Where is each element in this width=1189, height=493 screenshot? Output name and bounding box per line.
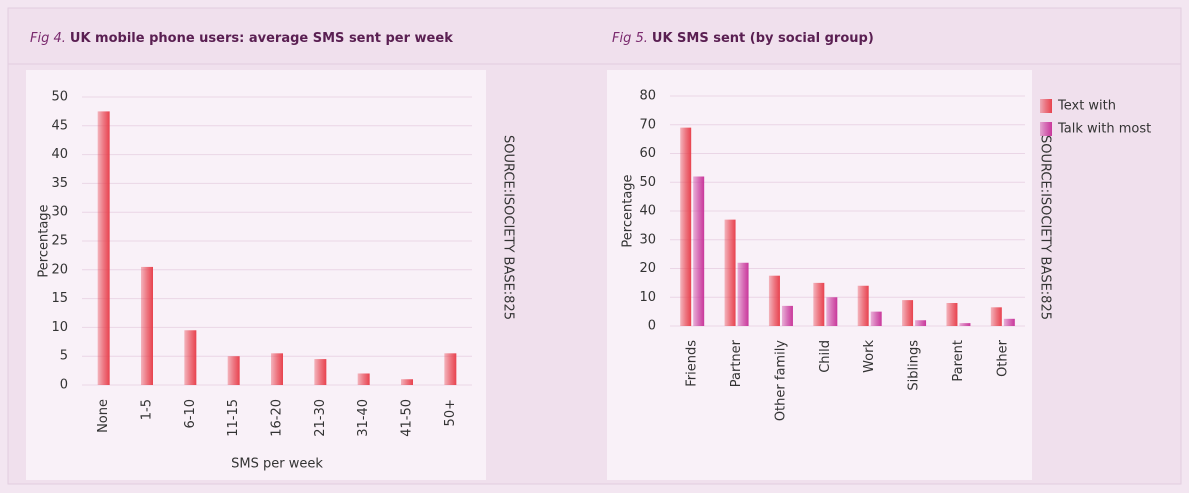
bar <box>357 373 370 385</box>
y-tick-label: 20 <box>51 262 68 277</box>
y-tick-label: 0 <box>648 319 656 334</box>
x-tick-label: Work <box>862 340 877 373</box>
x-tick-label: Other family <box>773 340 788 421</box>
panel <box>607 70 1032 480</box>
bar <box>401 379 413 385</box>
legend-label: Talk with most <box>1057 122 1151 137</box>
x-tick-label: 11-15 <box>226 399 241 437</box>
title-text: UK mobile phone users: average SMS sent … <box>70 31 453 46</box>
y-axis-label: Percentage <box>621 174 636 247</box>
figure-label: Fig 5. <box>612 31 648 46</box>
x-tick-label: Parent <box>951 340 966 382</box>
bar <box>141 266 153 385</box>
y-tick-label: 10 <box>51 320 68 335</box>
source-note: SOURCE:ISOCIETY BASE:825 <box>501 135 516 320</box>
bar <box>1003 318 1015 326</box>
bar <box>857 285 869 326</box>
x-tick-label: 31-40 <box>356 399 371 437</box>
bar <box>990 307 1002 326</box>
x-tick-label: Partner <box>729 339 744 387</box>
bar <box>227 356 240 385</box>
bar <box>693 176 705 326</box>
bar <box>826 297 838 326</box>
bar <box>946 303 958 326</box>
x-tick-label: Siblings <box>907 340 922 391</box>
bar <box>959 323 971 326</box>
y-tick-label: 45 <box>51 118 68 133</box>
y-tick-label: 20 <box>639 261 656 276</box>
bar <box>680 127 692 326</box>
x-tick-label: 50+ <box>443 399 458 426</box>
y-tick-label: 40 <box>639 204 656 219</box>
title-text: UK SMS sent (by social group) <box>652 31 874 46</box>
x-tick-label: Friends <box>685 340 700 387</box>
source-note: SOURCE:ISOCIETY BASE:825 <box>1038 135 1053 320</box>
bar <box>813 282 825 326</box>
bar <box>870 311 882 326</box>
bar <box>444 353 457 385</box>
bar <box>271 353 283 385</box>
x-tick-label: Other <box>995 339 1010 377</box>
x-tick-label: Child <box>818 340 833 373</box>
y-tick-label: 50 <box>639 175 656 190</box>
y-tick-label: 15 <box>51 291 68 306</box>
y-tick-label: 30 <box>51 205 68 220</box>
x-tick-label: 6-10 <box>183 399 198 429</box>
y-tick-label: 60 <box>639 146 656 161</box>
x-tick-label: 41-50 <box>400 399 415 437</box>
y-tick-label: 5 <box>60 349 68 364</box>
bar <box>902 300 914 326</box>
panel <box>26 70 486 480</box>
chart-title: Fig 4. UK mobile phone users: average SMS… <box>30 31 453 46</box>
y-tick-label: 80 <box>639 89 656 104</box>
chart-title: Fig 5. UK SMS sent (by social group) <box>612 31 874 46</box>
y-tick-label: 70 <box>639 117 656 132</box>
x-tick-label: 16-20 <box>270 399 285 437</box>
figure-label: Fig 4. <box>30 31 66 46</box>
y-tick-label: 30 <box>639 232 656 247</box>
y-tick-label: 25 <box>51 234 68 249</box>
bar <box>781 305 793 326</box>
legend-swatch <box>1040 122 1052 136</box>
y-tick-label: 10 <box>639 290 656 305</box>
y-axis-label: Percentage <box>37 204 52 277</box>
legend-swatch <box>1040 99 1052 113</box>
x-axis-label: SMS per week <box>231 457 323 472</box>
bar <box>97 111 110 386</box>
y-tick-label: 40 <box>51 147 68 162</box>
bar <box>724 219 736 326</box>
x-tick-label: 21-30 <box>313 399 328 437</box>
x-tick-label: None <box>96 399 111 433</box>
bar <box>314 359 327 385</box>
x-tick-label: 1-5 <box>140 399 155 420</box>
y-tick-label: 50 <box>51 90 68 105</box>
bar <box>184 330 197 385</box>
y-tick-label: 35 <box>51 176 68 191</box>
bar <box>737 262 749 326</box>
legend-label: Text with <box>1057 99 1116 114</box>
bar <box>915 320 927 326</box>
bar <box>768 275 780 326</box>
y-tick-label: 0 <box>60 378 68 393</box>
